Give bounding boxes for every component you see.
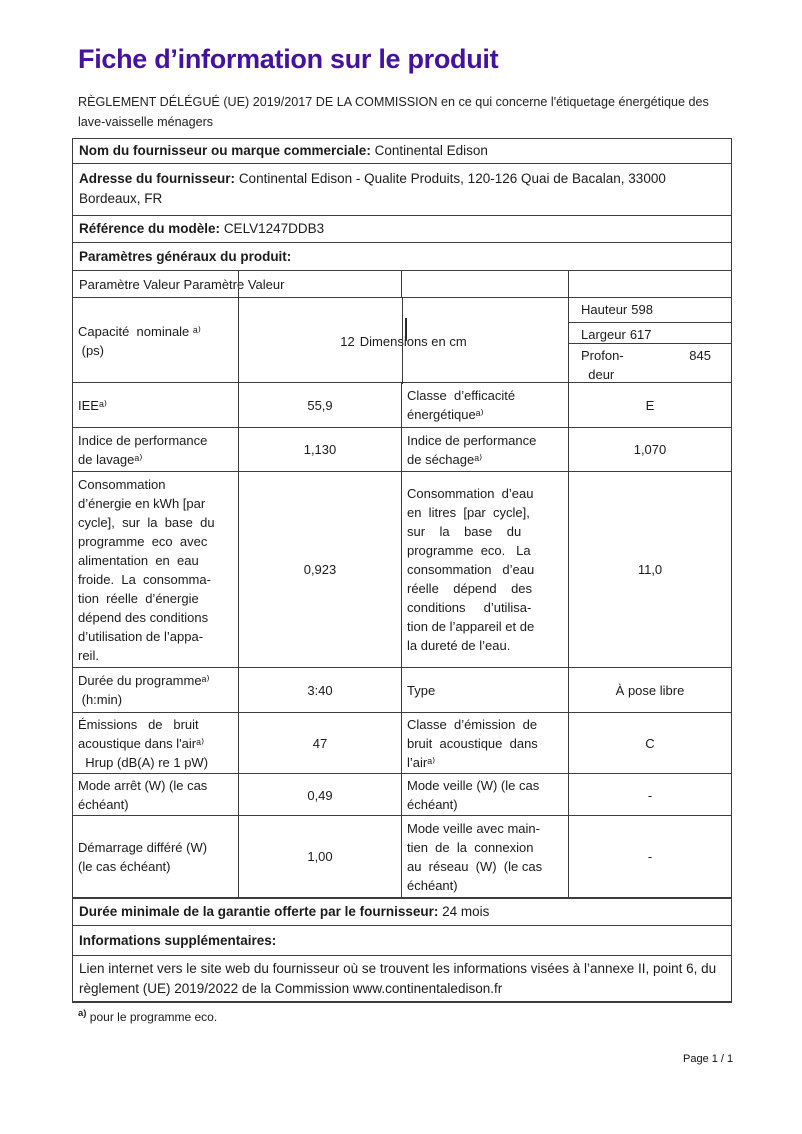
dimension-width-row: Largeur 617 (569, 322, 731, 343)
delay-network-row: Démarrage différé (W) (le cas échéant) 1… (73, 816, 731, 898)
supplier-name-row: Nom du fournisseur ou marque commerciale… (73, 139, 731, 164)
dimension-depth-row: Profon- deur 845 (569, 343, 731, 384)
website-row: Lien internet vers le site web du fourni… (73, 956, 731, 1003)
model-reference-label: Référence du modèle: (79, 221, 221, 236)
dimension-depth-value: 845 (689, 348, 711, 363)
dimension-width-value: 617 (629, 327, 652, 342)
regulation-subtitle: RÈGLEMENT DÉLÉGUÉ (UE) 2019/2017 DE LA C… (78, 95, 709, 129)
capacity-value: 12 (340, 333, 355, 349)
capacity-param: Capacité nominale ᵃ⁾ (ps) (78, 324, 201, 358)
noise-row: Émissions de bruit acoustique dans l'air… (73, 713, 731, 774)
page-number: Page 1 / 1 (683, 1053, 734, 1065)
duration-type-row: Durée du programmeᵃ⁾ (h:min) 3:40 Type À… (73, 668, 731, 713)
type-value: À pose libre (568, 668, 731, 712)
column-divider (238, 271, 239, 297)
noise-emissions-label: Émissions de bruit acoustique dans l'air… (78, 717, 209, 770)
programme-duration-value: 3:40 (238, 668, 401, 712)
supplier-address-label: Adresse du fournisseur: (79, 171, 236, 186)
footnote: a) pour le programme eco. (78, 1008, 217, 1024)
param-header-text: Paramètre Valeur Paramètre Valeur (79, 276, 285, 292)
water-consumption-label: Consommation d’eau en litres [par cycle]… (401, 472, 568, 667)
dimension-height-value: 598 (631, 302, 653, 317)
artifact-mark (405, 318, 407, 341)
energy-class-label: Classe d’efficacité énergétiqueᵃ⁾ (401, 383, 568, 427)
supplier-address-value: Continental Edison - Qualite Produits, 1… (79, 171, 666, 206)
washing-index-value: 1,130 (238, 428, 401, 471)
product-sheet-table: Nom du fournisseur ou marque commerciale… (72, 138, 732, 1003)
dimension-height-label: Hauteur (581, 302, 628, 317)
noise-class-label: Classe d’émission de bruit acoustique da… (401, 713, 568, 774)
iee-label: IEEᵃ⁾ (78, 397, 107, 413)
dimension-depth-label: Profon- deur (581, 348, 624, 382)
washing-index-label: Indice de performance de lavageᵃ⁾ (78, 432, 208, 467)
off-standby-row: Mode arrêt (W) (le cas échéant) 0,49 Mod… (73, 774, 731, 816)
general-parameters-row: Paramètres généraux du produit: (73, 243, 731, 271)
footnote-text: pour le programme eco. (89, 1010, 218, 1024)
column-divider (402, 298, 403, 384)
noise-emissions-value: 47 (238, 713, 401, 774)
performance-row: Indice de performance de lavageᵃ⁾ 1,130 … (73, 428, 731, 472)
supplier-name-value: Continental Edison (374, 143, 488, 158)
page-title: Fiche d’information sur le produit (78, 44, 499, 74)
drying-index-label: Indice de performance de séchageᵃ⁾ (401, 428, 568, 471)
dimension-width-label: Largeur (581, 327, 626, 342)
iee-row: IEEᵃ⁾ 55,9 Classe d’efficacité énergétiq… (73, 383, 731, 428)
programme-duration-label: Durée du programmeᵃ⁾ (h:min) (78, 673, 210, 707)
delayed-start-value: 1,00 (238, 816, 401, 897)
model-reference-row: Référence du modèle: CELV1247DDB3 (73, 216, 731, 243)
dimension-height-row: Hauteur 598 (569, 298, 731, 322)
column-divider (401, 271, 402, 297)
consumption-row: Consommation d’énergie en kWh [par cycle… (73, 472, 731, 668)
general-parameters-label: Paramètres généraux du produit: (79, 248, 292, 264)
off-mode-value: 0,49 (238, 774, 401, 816)
additional-info-row: Informations supplémentaires: (73, 926, 731, 956)
water-consumption-value: 11,0 (568, 472, 731, 667)
capacity-dimensions-row: Capacité nominale ᵃ⁾ (ps) 12 Dimensions … (73, 298, 731, 384)
footnote-marker: a) (78, 1008, 87, 1019)
energy-class-value: E (568, 383, 731, 427)
dimensions-values: Hauteur 598 Largeur 617 Profon- deur 845 (568, 298, 731, 384)
param-header-row: Paramètre Valeur Paramètre Valeur (73, 271, 731, 298)
networked-standby-value: - (568, 816, 731, 897)
supplier-address-row: Adresse du fournisseur: Continental Edis… (73, 164, 731, 216)
warranty-value: 24 mois (442, 904, 490, 919)
dimensions-cell: 12 Dimensions en cm (238, 298, 568, 384)
model-reference-value: CELV1247DDB3 (223, 221, 325, 236)
additional-info-label: Informations supplémentaires: (79, 932, 277, 948)
column-divider (568, 271, 569, 297)
supplier-name-label: Nom du fournisseur ou marque commerciale… (79, 143, 371, 158)
drying-index-value: 1,070 (568, 428, 731, 471)
type-label: Type (401, 668, 568, 712)
dimensions-param-label: Dimensions en cm (359, 333, 467, 349)
energy-consumption-label: Consommation d’énergie en kWh [par cycle… (78, 476, 215, 663)
iee-value: 55,9 (238, 383, 401, 427)
energy-consumption-value: 0,923 (238, 472, 401, 667)
noise-class-value: C (568, 713, 731, 774)
delayed-start-label: Démarrage différé (W) (le cas échéant) (78, 839, 208, 874)
standby-mode-label: Mode veille (W) (le cas échéant) (401, 774, 568, 816)
website-text: Lien internet vers le site web du fourni… (79, 961, 717, 996)
warranty-label: Durée minimale de la garantie offerte pa… (79, 904, 439, 919)
warranty-row: Durée minimale de la garantie offerte pa… (73, 897, 731, 926)
networked-standby-label: Mode veille avec main- tien de la connex… (401, 816, 568, 897)
off-mode-label: Mode arrêt (W) (le cas échéant) (78, 778, 208, 812)
standby-mode-value: - (568, 774, 731, 816)
